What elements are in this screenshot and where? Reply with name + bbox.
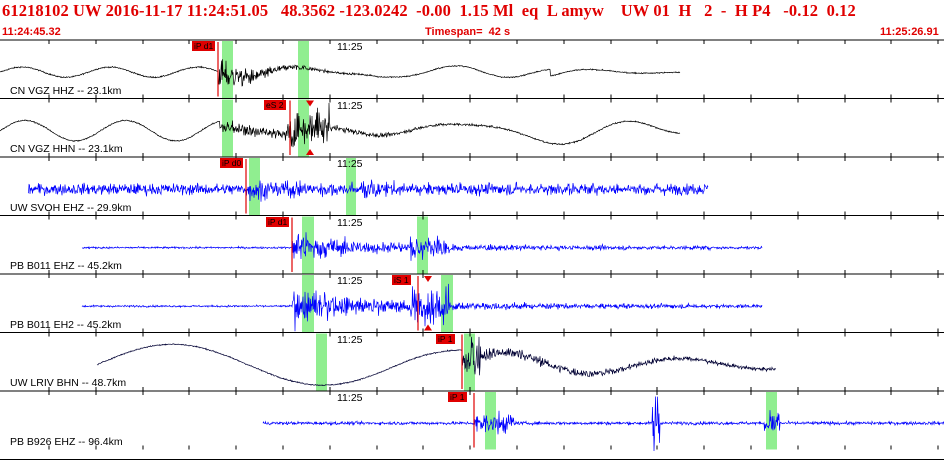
pick-label[interactable]: iS 1 (392, 275, 411, 285)
waveform-6 (262, 396, 944, 452)
waveform-1 (0, 102, 681, 148)
trace-label: PB B011 EH2 -- 45.2km (10, 318, 122, 331)
event-summary: 61218102 UW 2016-11-17 11:24:51.05 48.35… (2, 1, 856, 20)
window-highlight-1-0 (222, 99, 233, 157)
window-highlight-0-1 (298, 41, 309, 99)
time-label: 11:25 (337, 333, 363, 346)
window-highlight-2-0 (249, 158, 260, 216)
window-highlight-2-1 (346, 158, 356, 216)
time-label: 11:25 (337, 275, 363, 287)
pick-marker-triangle (306, 149, 314, 155)
pick-marker-triangle (424, 324, 432, 331)
window-highlight-4-1 (441, 275, 453, 333)
time-label: 11:25 (337, 99, 363, 112)
timespan: Timespan= 42 s (425, 26, 511, 38)
start-time: 11:24:45.32 (2, 26, 61, 38)
pick-label[interactable]: iP 1 (436, 333, 455, 344)
time-label: 11:25 (337, 41, 363, 53)
window-highlight-5-0 (316, 333, 327, 391)
waveform-0 (0, 59, 681, 87)
pick-label[interactable]: iP d1 (266, 216, 290, 227)
window-highlight-3-0 (302, 216, 314, 274)
window-highlight-1-1 (298, 99, 309, 157)
waveform-3 (81, 232, 763, 261)
window-highlight-5-1 (464, 333, 475, 391)
trace-label: UW SVOH EHZ -- 29.9km (10, 201, 132, 214)
trace-label: UW LRIV BHN -- 48.7km (10, 377, 127, 389)
pick-label[interactable]: eS 2 (264, 99, 286, 110)
window-highlight-3-1 (417, 216, 428, 274)
event-header: 61218102 UW 2016-11-17 11:24:51.05 48.35… (0, 0, 944, 40)
waveform-5 (96, 336, 776, 387)
pick-label[interactable]: iP 1 (448, 392, 467, 402)
waveform-2 (27, 179, 709, 202)
trace-label: CN VGZ HHZ -- 23.1km (10, 84, 122, 97)
window-highlight-6-0 (485, 392, 496, 450)
pick-label[interactable]: iP d1 (192, 41, 216, 51)
time-label: 11:25 (337, 392, 363, 404)
time-label: 11:25 (337, 158, 363, 170)
pick-marker-triangle (424, 276, 432, 282)
time-label: 11:25 (337, 216, 363, 229)
waveform-4 (81, 283, 763, 332)
window-highlight-0-0 (222, 41, 233, 99)
pick-marker-triangle (306, 100, 314, 107)
trace-label: CN VGZ HHN -- 23.1km (10, 143, 123, 155)
trace-label: PB B011 EHZ -- 45.2km (10, 260, 122, 272)
trace-label: PB B926 EHZ -- 96.4km (10, 435, 123, 448)
pick-label[interactable]: iP d0 (220, 158, 244, 168)
end-time: 11:25:26.91 (880, 26, 939, 38)
